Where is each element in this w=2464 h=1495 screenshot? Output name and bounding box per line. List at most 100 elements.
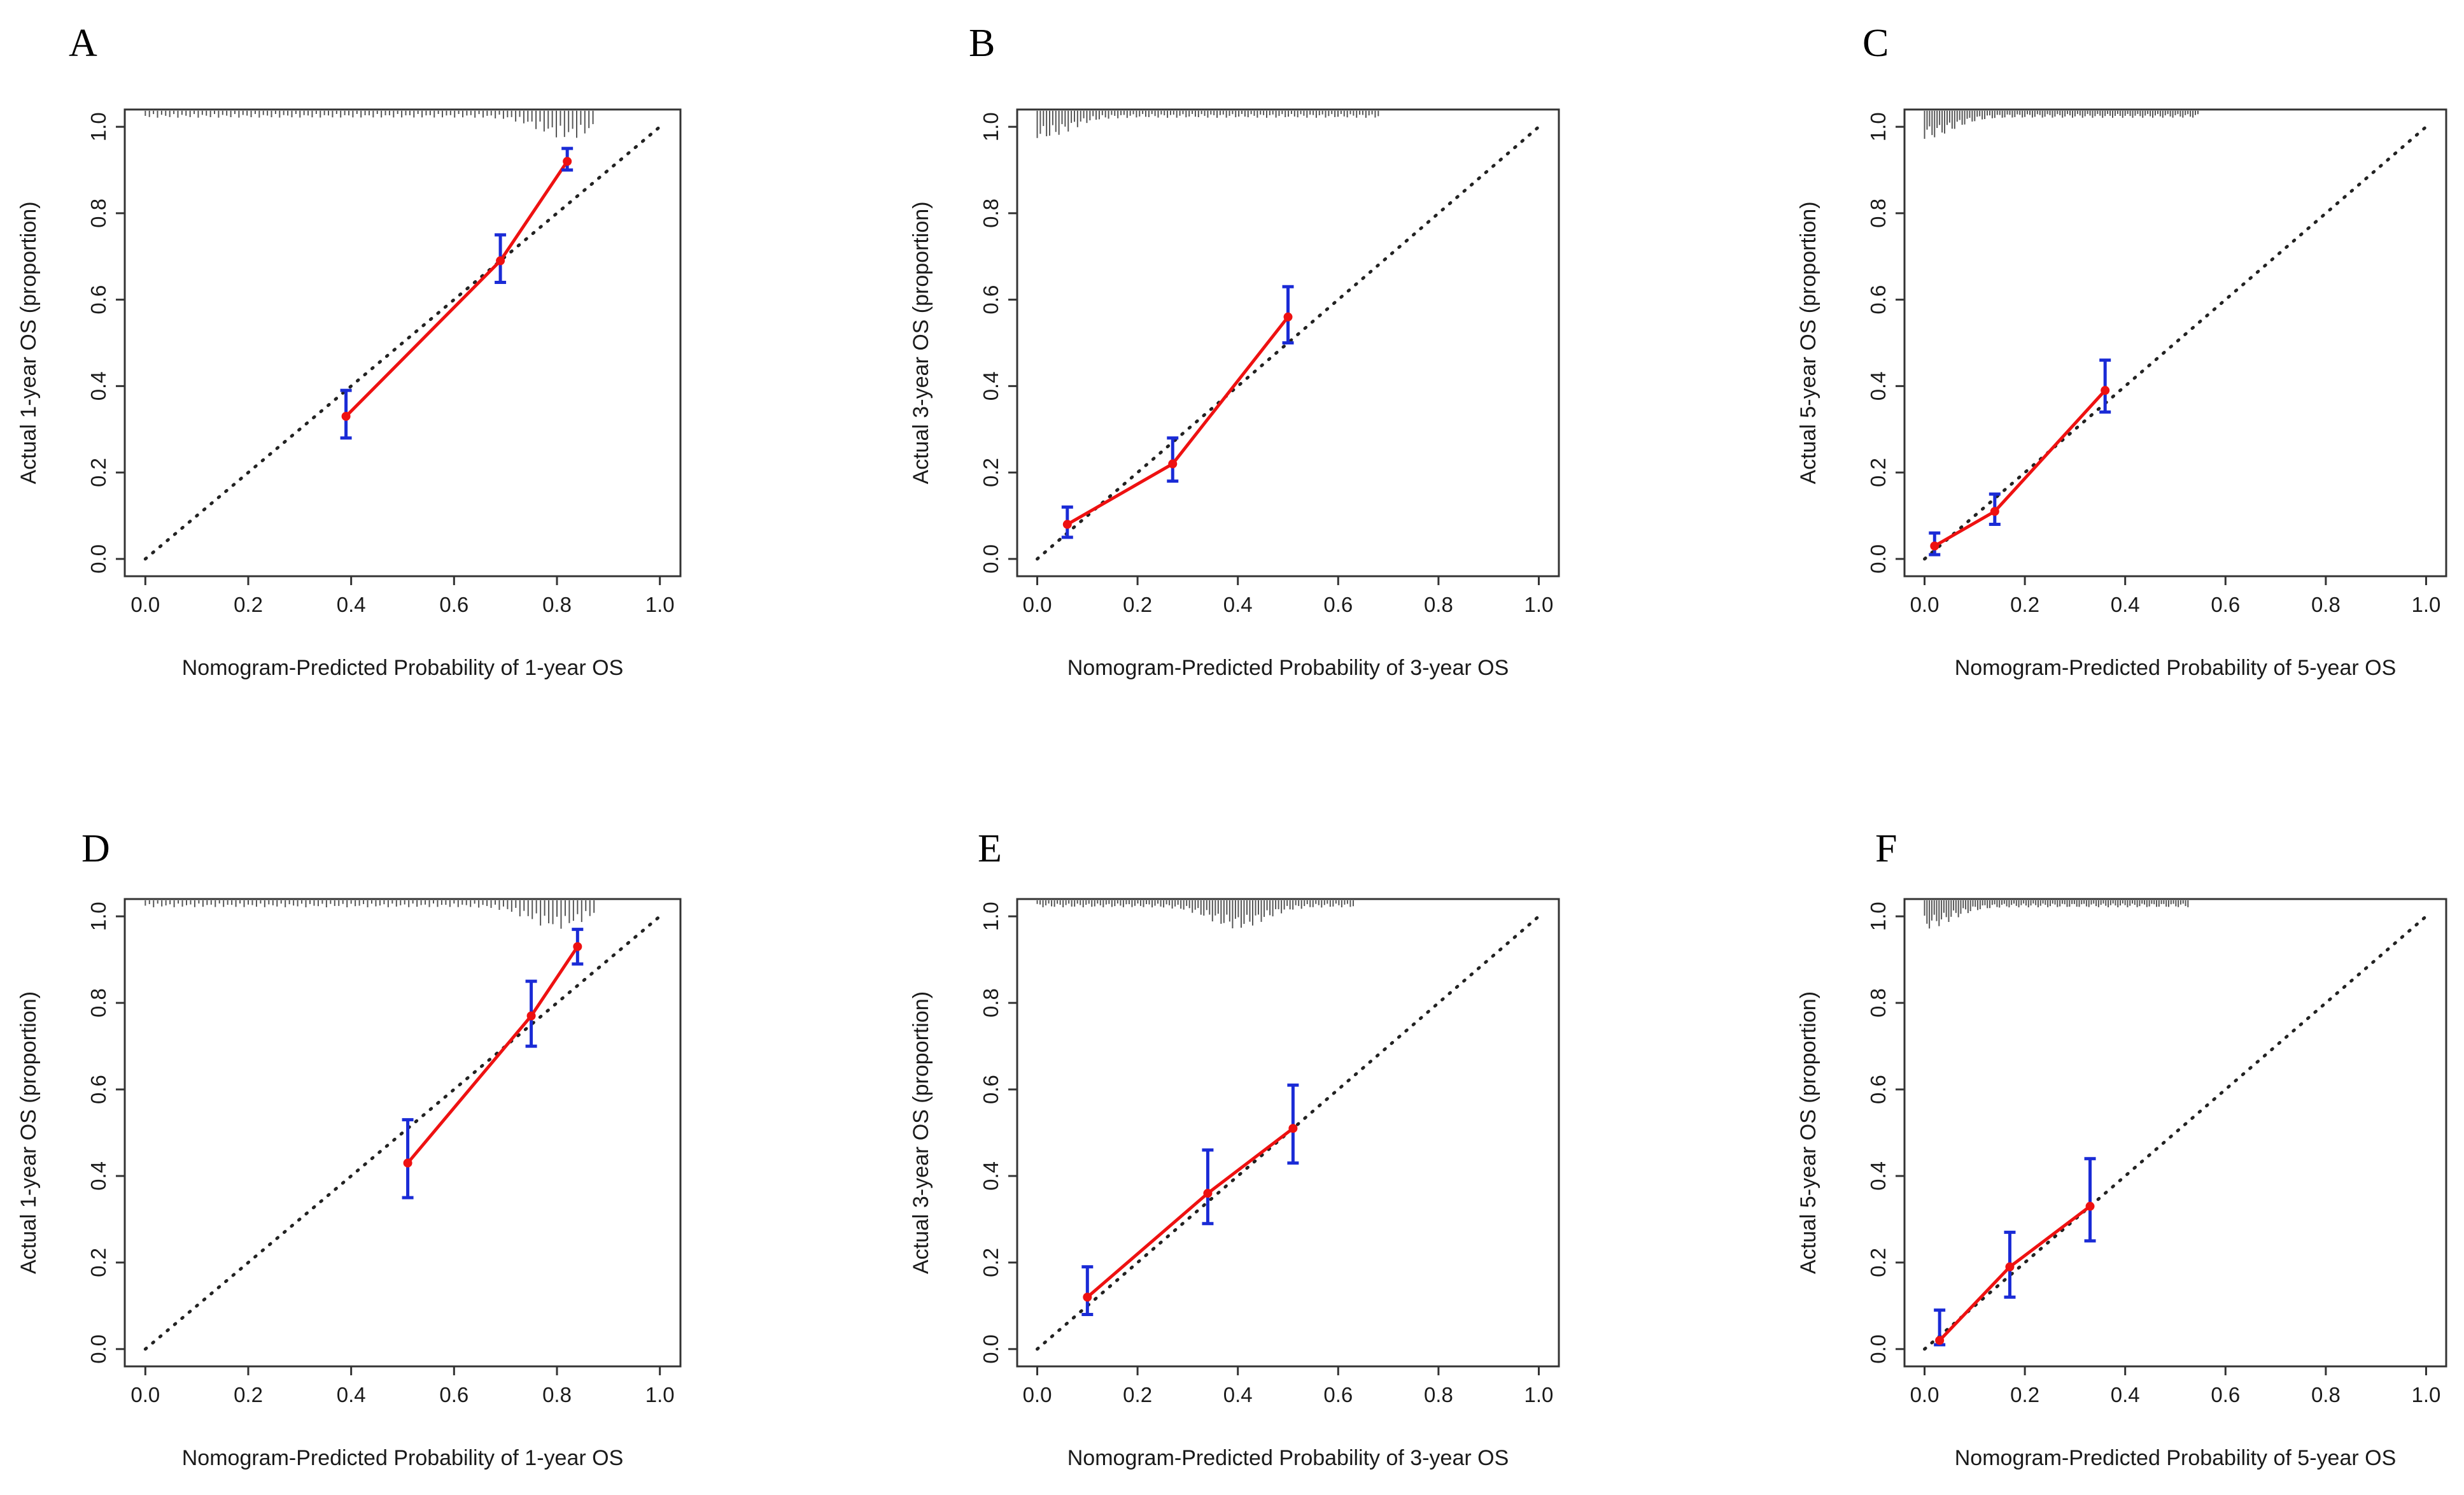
- y-tick-label: 0.6: [87, 285, 110, 315]
- x-tick-label: 0.0: [1023, 593, 1052, 616]
- x-tick-label: 1.0: [2412, 593, 2441, 616]
- x-tick-label: 0.6: [2211, 593, 2240, 616]
- x-axis-label: Nomogram-Predicted Probability of 5-year…: [1955, 656, 2397, 680]
- x-tick-label: 0.8: [2311, 593, 2341, 616]
- calibration-line: [344, 160, 569, 418]
- calibration-point: [563, 157, 572, 166]
- y-tick-label: 0.2: [1866, 458, 1890, 487]
- x-tick-label: 1.0: [645, 1383, 675, 1406]
- y-tick-label: 0.8: [87, 199, 110, 228]
- plot-frame: [1903, 898, 2447, 1368]
- calibration-point: [496, 256, 505, 266]
- x-tick-label: 0.4: [337, 1383, 366, 1406]
- panel-a: A 0.0 0.2 0.4 0.6 0.8 1.0 0.0 0.2 0.4 0.6 0.8 1.0 Nom…: [17, 22, 682, 680]
- calibration-point: [1935, 1336, 1945, 1345]
- y-tick-label: 0.8: [979, 988, 1003, 1017]
- y-tick-label: 0.0: [1866, 544, 1890, 574]
- x-tick-label: 0.2: [234, 593, 263, 616]
- y-axis-label: Actual 1-year OS (proportion): [17, 201, 41, 484]
- x-tick-label: 0.8: [1424, 593, 1453, 616]
- y-tick-label: 0.6: [87, 1075, 110, 1104]
- x-axis-label: Nomogram-Predicted Probability of 1-year…: [182, 656, 624, 680]
- x-axis-label: Nomogram-Predicted Probability of 3-year…: [1067, 1446, 1509, 1470]
- calibration-point: [1283, 312, 1293, 322]
- y-tick-label: 0.0: [979, 544, 1003, 574]
- y-tick-label: 0.2: [87, 458, 110, 487]
- x-tick-label: 0.2: [1123, 593, 1152, 616]
- panel-f: F 0.0 0.2 0.4 0.6 0.8 1.0 0.0 0.2 0.4 0.6 0.8 1.0 Nom…: [1796, 827, 2447, 1470]
- x-tick-label: 0.0: [130, 1383, 160, 1406]
- x-tick-label: 0.8: [1424, 1383, 1453, 1406]
- x-tick-label: 1.0: [1524, 1383, 1554, 1406]
- x-tick-label: 0.6: [2211, 1383, 2240, 1406]
- y-axis-label: Actual 5-year OS (proportion): [1796, 201, 1820, 484]
- y-tick-label: 0.4: [1866, 371, 1890, 400]
- x-tick-label: 0.2: [234, 1383, 263, 1406]
- plot-frame: [123, 108, 682, 577]
- calibration-line: [1086, 1127, 1294, 1299]
- calibration-line: [1938, 1205, 2092, 1342]
- x-tick-label: 0.4: [2111, 593, 2140, 616]
- x-tick-label: 0.6: [1323, 593, 1353, 616]
- ideal-reference-line: [143, 914, 662, 1351]
- y-axis-label: Actual 5-year OS (proportion): [1796, 991, 1820, 1274]
- y-axis-label: Actual 3-year OS (proportion): [909, 991, 933, 1274]
- panel-b: B 0.0 0.2 0.4 0.6 0.8 1.0 0.0 0.2 0.4 0.6 0.8 1.0 Nom…: [909, 22, 1560, 680]
- x-tick-label: 0.2: [1123, 1383, 1152, 1406]
- y-tick-label: 1.0: [979, 112, 1003, 141]
- y-tick-label: 0.6: [1866, 1075, 1890, 1104]
- x-tick-label: 0.6: [439, 1383, 468, 1406]
- x-axis-label: Nomogram-Predicted Probability of 1-year…: [182, 1446, 624, 1470]
- x-tick-label: 0.0: [130, 593, 160, 616]
- x-tick-label: 0.0: [1910, 1383, 1940, 1406]
- y-axis-label: Actual 3-year OS (proportion): [909, 201, 933, 484]
- y-tick-label: 1.0: [87, 112, 110, 141]
- x-tick-label: 0.4: [2111, 1383, 2140, 1406]
- x-tick-label: 0.6: [439, 593, 468, 616]
- calibration-point: [1930, 541, 1940, 551]
- panel-e: E 0.0 0.2 0.4 0.6 0.8 1.0 0.0 0.2 0.4 0.6 0.8 1.0 Nom…: [909, 827, 1560, 1470]
- panel-d: D 0.0 0.2 0.4 0.6 0.8 1.0 0.0 0.2 0.4 0.6 0.8 1.0 Nom…: [17, 827, 682, 1470]
- x-tick-label: 0.8: [542, 1383, 572, 1406]
- calibration-line: [1066, 316, 1290, 526]
- x-tick-label: 0.6: [1323, 1383, 1353, 1406]
- y-tick-label: 0.0: [87, 1335, 110, 1364]
- x-tick-label: 0.0: [1910, 593, 1940, 616]
- panel-c: C 0.0 0.2 0.4 0.6 0.8 1.0 0.0 0.2 0.4 0.6 0.8 1.0 Nom…: [1796, 22, 2447, 680]
- y-tick-label: 0.4: [87, 1161, 110, 1191]
- x-tick-label: 1.0: [1524, 593, 1554, 616]
- y-tick-label: 0.6: [1866, 285, 1890, 315]
- calibration-point: [1062, 520, 1072, 529]
- ideal-reference-line: [1923, 914, 2428, 1351]
- plot-frame: [1016, 898, 1560, 1368]
- y-tick-label: 0.4: [87, 371, 110, 400]
- calibration-line: [406, 946, 579, 1165]
- x-tick-label: 0.0: [1023, 1383, 1052, 1406]
- calibration-point: [1288, 1124, 1298, 1133]
- y-tick-label: 1.0: [1866, 112, 1890, 141]
- y-tick-label: 1.0: [87, 902, 110, 931]
- panel-letter: C: [1862, 22, 1889, 65]
- calibration-point: [2005, 1262, 2015, 1272]
- y-tick-label: 0.6: [979, 1075, 1003, 1104]
- y-tick-label: 0.2: [979, 458, 1003, 487]
- calibration-point: [403, 1158, 412, 1168]
- x-tick-label: 0.4: [337, 593, 366, 616]
- x-tick-label: 1.0: [2412, 1383, 2441, 1406]
- y-tick-label: 1.0: [979, 902, 1003, 931]
- y-tick-label: 0.2: [979, 1248, 1003, 1277]
- calibration-point: [526, 1011, 536, 1021]
- panel-letter: B: [969, 22, 995, 65]
- plot-frame: [1016, 108, 1560, 577]
- calibration-point: [1990, 507, 1999, 516]
- ideal-reference-line: [143, 125, 662, 561]
- x-tick-label: 0.4: [1223, 593, 1253, 616]
- x-tick-label: 0.8: [542, 593, 572, 616]
- calibration-point: [1083, 1293, 1092, 1302]
- y-tick-label: 0.4: [979, 371, 1003, 400]
- calibration-point: [573, 942, 582, 951]
- y-tick-label: 0.2: [1866, 1248, 1890, 1277]
- y-tick-label: 0.0: [1866, 1335, 1890, 1364]
- x-tick-label: 0.2: [2010, 593, 2039, 616]
